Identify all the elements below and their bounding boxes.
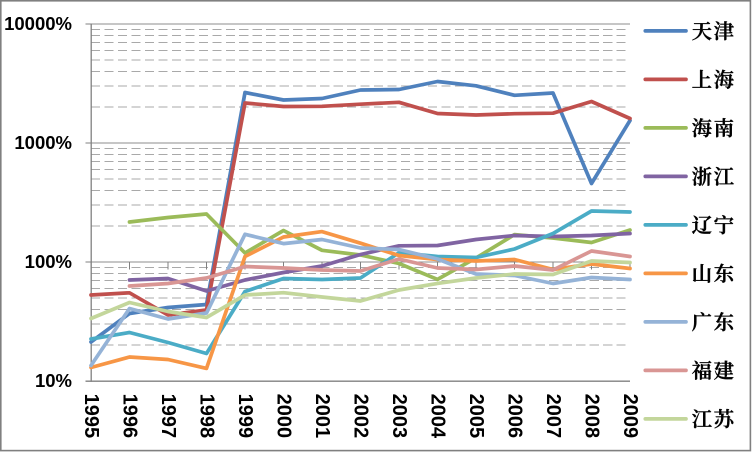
svg-text:1995: 1995 [80,394,102,439]
svg-text:2001: 2001 [311,394,333,439]
svg-text:1999: 1999 [234,394,256,439]
svg-text:100%: 100% [25,251,72,272]
svg-text:2007: 2007 [542,394,564,439]
svg-text:2004: 2004 [426,394,448,439]
svg-text:2005: 2005 [465,394,487,439]
svg-text:2003: 2003 [388,394,410,439]
svg-text:2002: 2002 [349,394,371,439]
svg-text:10000%: 10000% [4,13,72,34]
svg-text:2009: 2009 [619,394,641,439]
svg-text:2006: 2006 [503,394,525,439]
svg-text:1000%: 1000% [14,132,72,153]
svg-text:1998: 1998 [195,394,217,439]
svg-text:2008: 2008 [580,394,602,439]
svg-text:10%: 10% [35,370,72,391]
svg-text:2000: 2000 [272,394,294,439]
svg-text:1997: 1997 [157,394,179,439]
svg-text:1996: 1996 [118,394,140,439]
